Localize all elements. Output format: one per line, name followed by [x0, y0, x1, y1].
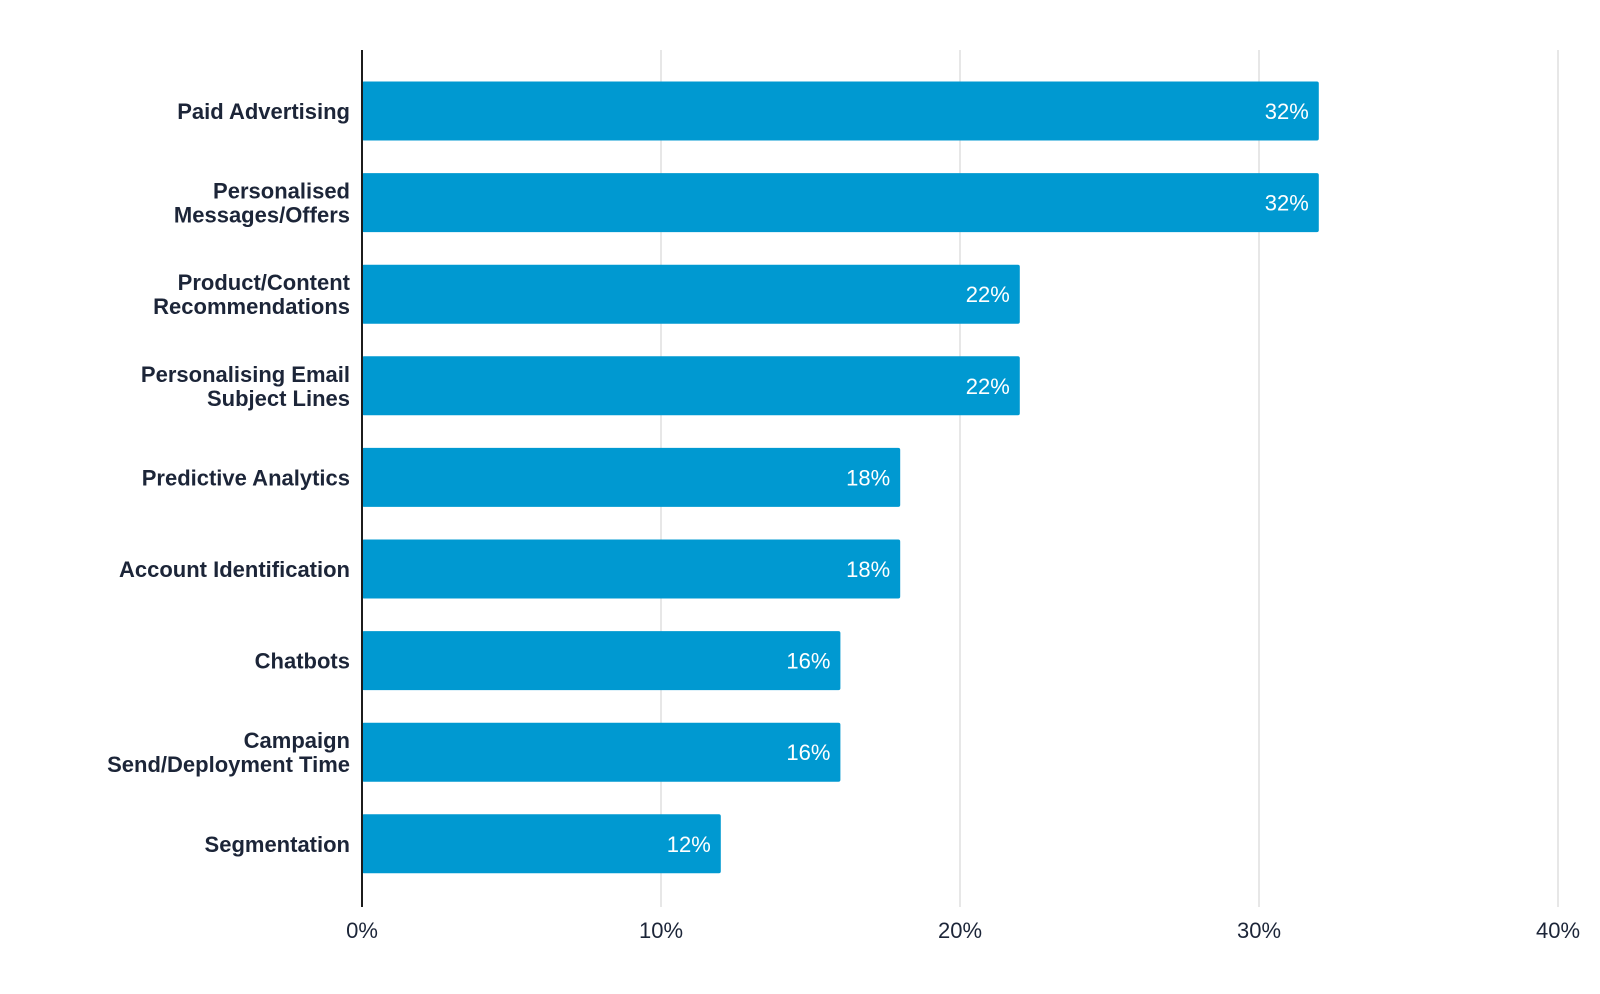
x-tick-label: 10% [639, 918, 683, 943]
x-tick-label: 30% [1237, 918, 1281, 943]
category-label-line: Predictive Analytics [142, 465, 350, 490]
category-label: Paid Advertising [177, 99, 350, 124]
category-label: Predictive Analytics [142, 465, 350, 490]
category-label-line: Segmentation [205, 832, 350, 857]
bar-value-label: 16% [786, 740, 830, 765]
bar-value-label: 22% [966, 282, 1010, 307]
category-label-line: Campaign [244, 728, 350, 753]
category-label: Personalising Email Subject Lines [141, 362, 350, 411]
category-label: Segmentation [205, 832, 350, 857]
bar-value-label: 22% [966, 374, 1010, 399]
category-label-line: Paid Advertising [177, 99, 350, 124]
x-tick-label: 0% [346, 918, 378, 943]
bar [362, 173, 1319, 233]
category-label-line: Subject Lines [207, 386, 350, 411]
category-label-line: Messages/Offers [174, 203, 350, 228]
bar [362, 447, 901, 507]
bar [362, 81, 1319, 141]
category-label-line: Recommendations [153, 294, 350, 319]
bar [362, 814, 721, 874]
bar-value-label: 32% [1265, 191, 1309, 216]
bar [362, 722, 841, 782]
category-label: Personalised Messages/Offers [174, 179, 350, 228]
bar [362, 356, 1020, 416]
category-label-line: Product/Content [178, 270, 351, 295]
bar-value-label: 12% [667, 832, 711, 857]
bar-value-label: 16% [786, 649, 830, 674]
bar [362, 539, 901, 599]
category-label-line: Personalising Email [141, 362, 350, 387]
x-tick-label: 40% [1536, 918, 1580, 943]
category-label-line: Personalised [213, 179, 350, 204]
category-label: Account Identification [119, 557, 350, 582]
category-label-line: Account Identification [119, 557, 350, 582]
labels: 0% 10% 20% 30% 40% 32% Paid Advertising 32% Pers… [107, 99, 1580, 943]
bar [362, 264, 1020, 324]
category-label: Chatbots [255, 649, 350, 674]
bar-value-label: 18% [846, 465, 890, 490]
category-label: Product/Content Recommendations [153, 270, 350, 319]
category-label-line: Send/Deployment Time [107, 752, 350, 777]
category-label: Campaign Send/Deployment Time [107, 728, 350, 777]
category-label-line: Chatbots [255, 649, 350, 674]
bar-value-label: 32% [1265, 99, 1309, 124]
bar [362, 631, 841, 691]
bar-value-label: 18% [846, 557, 890, 582]
x-tick-label: 20% [938, 918, 982, 943]
bars [362, 81, 1319, 874]
